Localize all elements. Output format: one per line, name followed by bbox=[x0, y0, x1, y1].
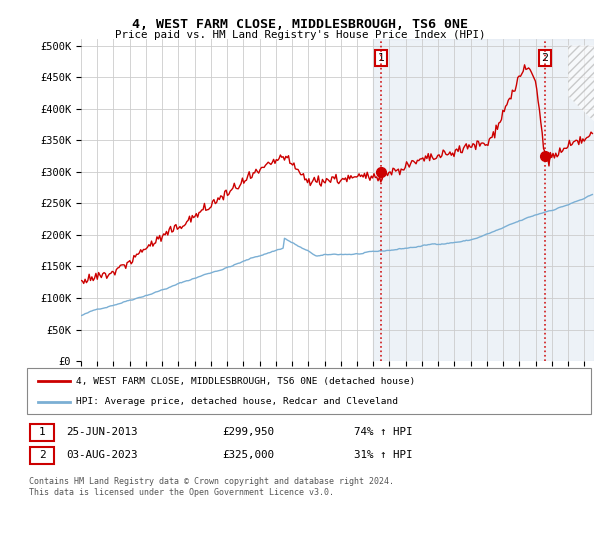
Text: £325,000: £325,000 bbox=[222, 450, 274, 460]
Text: 2: 2 bbox=[38, 450, 46, 460]
Text: Contains HM Land Registry data © Crown copyright and database right 2024.
This d: Contains HM Land Registry data © Crown c… bbox=[29, 477, 394, 497]
Text: 31% ↑ HPI: 31% ↑ HPI bbox=[354, 450, 413, 460]
Text: 1: 1 bbox=[377, 53, 385, 63]
Text: 2: 2 bbox=[541, 53, 548, 63]
Text: £299,950: £299,950 bbox=[222, 427, 274, 437]
Text: HPI: Average price, detached house, Redcar and Cleveland: HPI: Average price, detached house, Redc… bbox=[76, 397, 398, 406]
Text: 25-JUN-2013: 25-JUN-2013 bbox=[66, 427, 137, 437]
Text: 74% ↑ HPI: 74% ↑ HPI bbox=[354, 427, 413, 437]
Bar bbox=[565, 39, 594, 361]
Text: 03-AUG-2023: 03-AUG-2023 bbox=[66, 450, 137, 460]
Text: 1: 1 bbox=[38, 427, 46, 437]
Text: Price paid vs. HM Land Registry's House Price Index (HPI): Price paid vs. HM Land Registry's House … bbox=[115, 30, 485, 40]
Text: 4, WEST FARM CLOSE, MIDDLESBROUGH, TS6 0NE: 4, WEST FARM CLOSE, MIDDLESBROUGH, TS6 0… bbox=[132, 18, 468, 31]
Bar bbox=[373, 39, 594, 361]
Text: 4, WEST FARM CLOSE, MIDDLESBROUGH, TS6 0NE (detached house): 4, WEST FARM CLOSE, MIDDLESBROUGH, TS6 0… bbox=[76, 377, 415, 386]
Polygon shape bbox=[568, 45, 594, 122]
